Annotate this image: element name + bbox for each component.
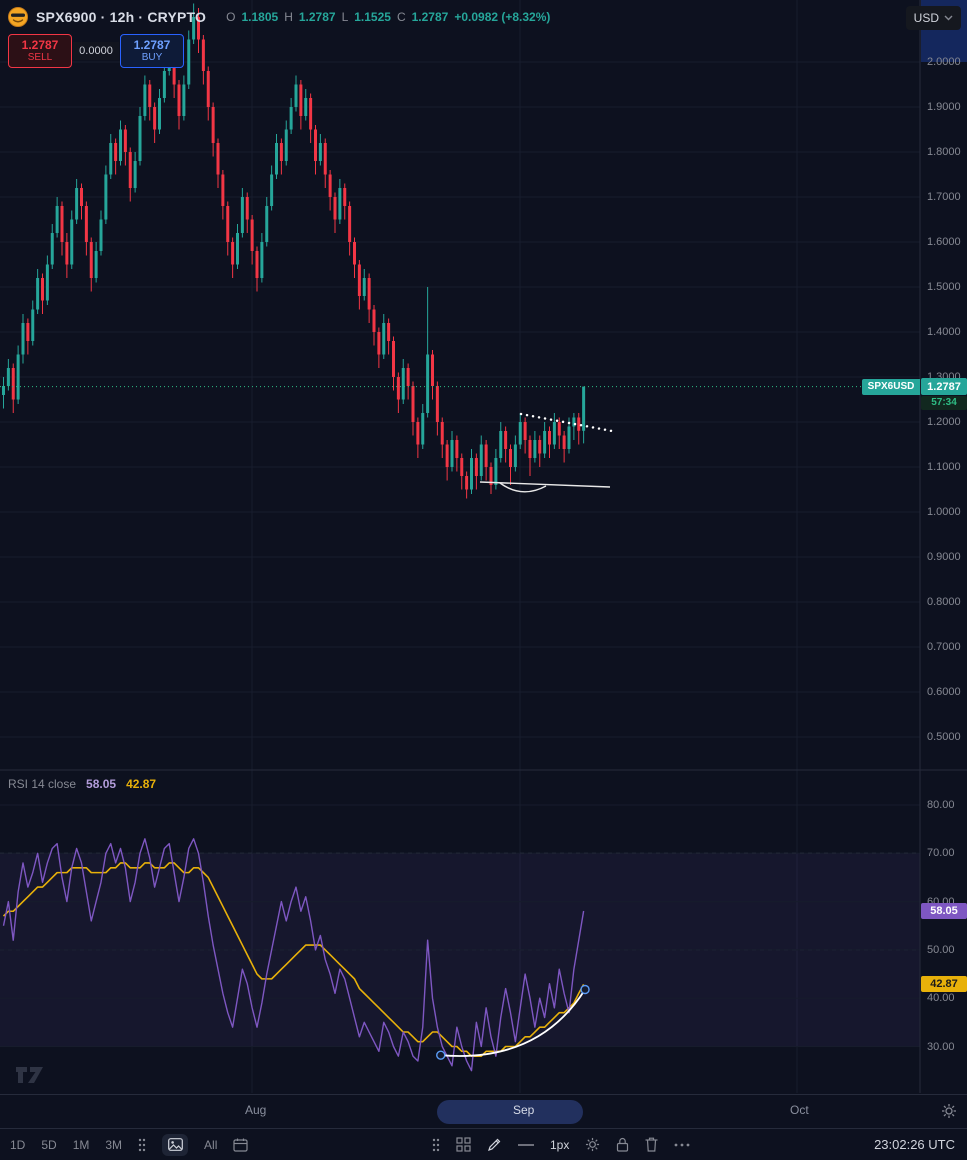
line-style-icon[interactable] [518, 1143, 534, 1147]
clock-utc[interactable]: 23:02:26 UTC [874, 1137, 955, 1152]
rsi-legend-value: 58.05 [86, 777, 117, 791]
price-axis-label: 0.5000 [927, 731, 961, 743]
range-1m-button[interactable]: 1M [72, 1137, 90, 1152]
go-to-date-icon[interactable] [233, 1138, 248, 1152]
settings-gear-icon[interactable] [585, 1137, 600, 1152]
time-axis-label-aug: Aug [245, 1103, 267, 1117]
rsi-legend: RSI 14 close 58.05 42.87 [8, 777, 156, 791]
price-axis-label: 0.6000 [927, 686, 961, 698]
rsi-axis-label: 30.00 [927, 1040, 955, 1053]
object-tree-icon[interactable] [456, 1137, 471, 1152]
change-value: +0.0982 (+8.32%) [454, 10, 551, 24]
bar-countdown-tag: 57:34 [921, 395, 967, 410]
sell-price: 1.2787 [21, 37, 59, 52]
ohlc-values: O 1.1805 H 1.2787 L 1.1525 C 1.2787 +0.0982 … [226, 10, 550, 24]
buy-price: 1.2787 [133, 37, 171, 52]
high-value: 1.2787 [298, 10, 336, 24]
price-axis-label: 0.9000 [927, 551, 961, 563]
range-buttons: 1D 5D 1M 3M All [10, 1129, 248, 1160]
range-3m-button[interactable]: 3M [105, 1137, 123, 1152]
drawing-toolbar: 1px [432, 1129, 690, 1160]
close-value: 1.2787 [411, 10, 449, 24]
rsi-value-tag: 58.05 [921, 903, 967, 920]
open-label: O [226, 10, 236, 24]
buy-button[interactable]: 1.2787 BUY [120, 34, 184, 68]
time-axis[interactable]: Aug Sep Oct [0, 1094, 967, 1129]
coin-logo-icon [8, 7, 28, 27]
range-5d-button[interactable]: 5D [41, 1137, 57, 1152]
high-label: H [284, 10, 293, 24]
symbol-legend: SPX6900 · 12h · CRYPTO O 1.1805 H 1.2787 L… [8, 6, 550, 28]
price-axis-label: 1.2000 [927, 416, 961, 428]
last-price-tag: 1.2787 [921, 378, 967, 396]
rsi-ma-value-tag: 42.87 [921, 976, 967, 993]
close-label: C [396, 10, 406, 24]
drag-grip-icon[interactable] [138, 1138, 146, 1152]
trash-icon[interactable] [645, 1137, 658, 1152]
open-value: 1.1805 [241, 10, 279, 24]
pencil-icon[interactable] [487, 1137, 502, 1152]
price-axis-label: 0.8000 [927, 596, 961, 608]
spread-value: 0.0000 [73, 42, 119, 60]
line-width-selector[interactable]: 1px [550, 1137, 570, 1152]
price-axis-label: 1.0000 [927, 506, 961, 518]
price-line-symbol-tag: SPX6USD [862, 378, 920, 395]
time-axis-label-sep: Sep [513, 1103, 535, 1117]
chevron-down-icon [944, 15, 953, 21]
price-axis-label: 1.5000 [927, 281, 961, 293]
symbol-title[interactable]: SPX6900 · 12h · CRYPTO [36, 9, 207, 25]
drag-grip-icon[interactable] [432, 1138, 440, 1152]
rsi-axis-label: 40.00 [927, 992, 955, 1005]
rsi-ma-legend-value: 42.87 [126, 777, 157, 791]
price-axis[interactable]: 2.0000 1.9000 1.8000 1.7000 1.6000 1.5000 1.40… [921, 0, 967, 1093]
price-axis-label: 0.7000 [927, 641, 961, 653]
price-axis-label: 1.9000 [927, 101, 961, 113]
rsi-axis-label: 70.00 [927, 847, 955, 860]
range-all-button[interactable]: All [204, 1137, 218, 1152]
time-range-highlight [437, 1100, 583, 1124]
lock-icon[interactable] [616, 1137, 629, 1152]
tradingview-logo [16, 1067, 43, 1083]
currency-label: USD [913, 11, 939, 25]
axis-settings-gear-icon[interactable] [941, 1103, 957, 1124]
sell-label: SELL [27, 52, 53, 64]
snapshot-image-button[interactable] [162, 1133, 189, 1156]
rsi-axis-label: 50.00 [927, 943, 955, 956]
time-axis-label-oct: Oct [790, 1103, 809, 1117]
more-options-icon[interactable] [674, 1143, 690, 1147]
price-axis-label: 1.7000 [927, 191, 961, 203]
low-label: L [341, 10, 349, 24]
price-axis-label: 1.4000 [927, 326, 961, 338]
price-axis-label: 1.8000 [927, 146, 961, 158]
price-axis-label: 2.0000 [927, 56, 961, 68]
buy-label: BUY [141, 52, 163, 64]
currency-selector[interactable]: USD [905, 6, 961, 30]
bottom-toolbar: 1D 5D 1M 3M All [0, 1128, 967, 1160]
rsi-indicator-title[interactable]: RSI 14 close [8, 777, 77, 791]
price-axis-label: 1.6000 [927, 236, 961, 248]
rsi-axis-label: 80.00 [927, 799, 955, 811]
sell-button[interactable]: 1.2787 SELL [8, 34, 72, 68]
price-axis-label: 1.1000 [927, 461, 961, 473]
low-value: 1.1525 [354, 10, 391, 24]
range-1d-button[interactable]: 1D [10, 1137, 26, 1152]
trade-widget: 1.2787 SELL 0.0000 1.2787 BUY [8, 34, 184, 68]
